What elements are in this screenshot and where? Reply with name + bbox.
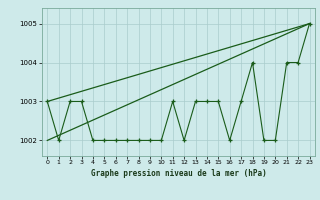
X-axis label: Graphe pression niveau de la mer (hPa): Graphe pression niveau de la mer (hPa): [91, 169, 266, 178]
